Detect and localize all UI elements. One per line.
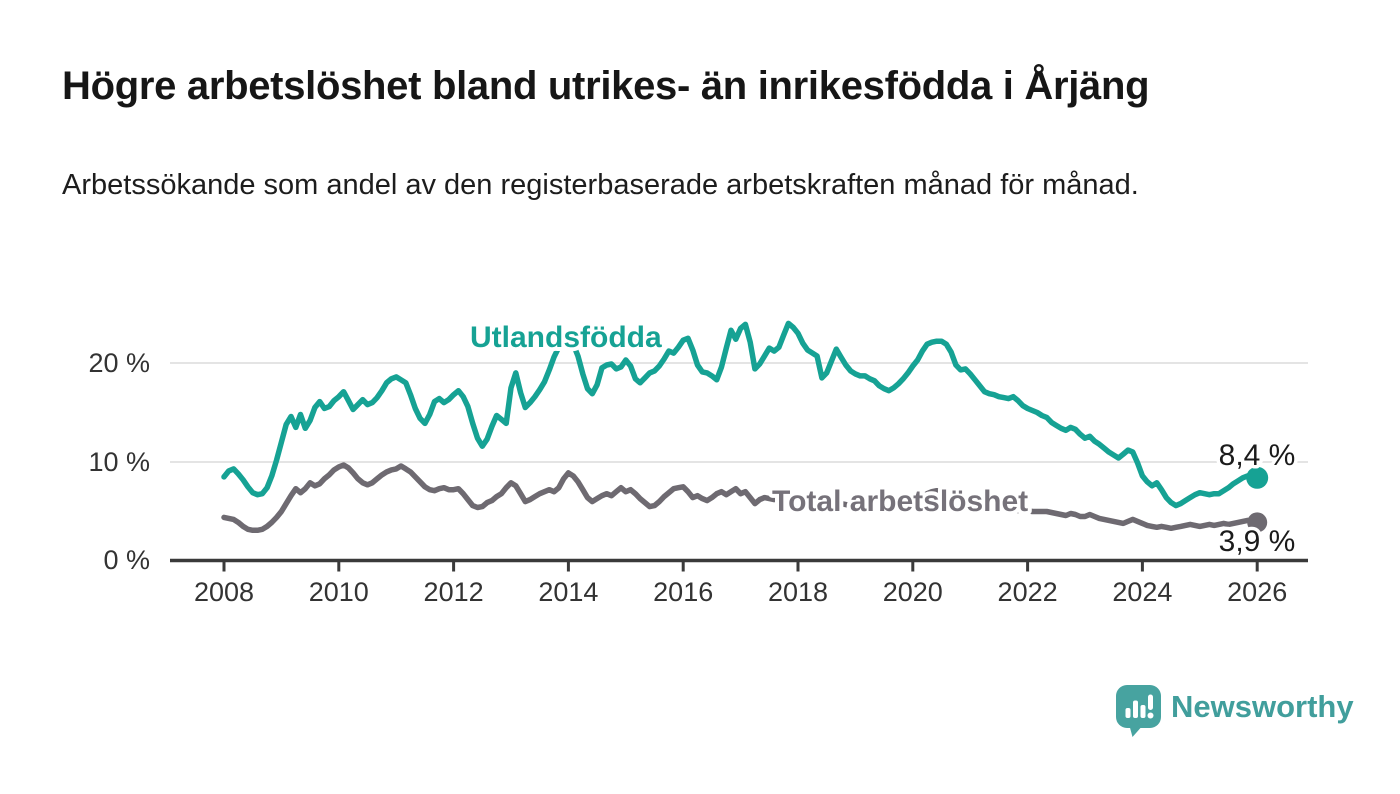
svg-text:20 %: 20 % bbox=[88, 348, 150, 378]
newsworthy-logo-text: Newsworthy bbox=[1171, 689, 1354, 724]
x-axis-labels: 2008 2010 2012 2014 2016 2018 2020 2022 … bbox=[194, 577, 1287, 607]
total-unemployment-line bbox=[221, 462, 1260, 534]
page-title: Högre arbetslöshet bland utrikes- än inr… bbox=[62, 64, 1150, 108]
foreign-born-end-dot bbox=[1246, 466, 1269, 489]
svg-text:2016: 2016 bbox=[653, 577, 713, 607]
total-unemployment-end-dot bbox=[1247, 512, 1268, 533]
x-axis-ticks bbox=[222, 562, 1259, 572]
svg-text:2024: 2024 bbox=[1112, 577, 1172, 607]
svg-text:2008: 2008 bbox=[194, 577, 254, 607]
end-value-label-foreign-born: 8,4 % bbox=[1219, 439, 1296, 472]
svg-text:2022: 2022 bbox=[998, 577, 1058, 607]
y-axis-labels: 0 % 10 % 20 % bbox=[88, 348, 150, 575]
svg-text:2026: 2026 bbox=[1227, 577, 1287, 607]
newsworthy-logo[interactable]: Newsworthy bbox=[1115, 684, 1354, 737]
chart-subtitle: Arbetssökande som andel av den registerb… bbox=[62, 169, 1139, 201]
svg-text:10 %: 10 % bbox=[88, 447, 150, 477]
svg-text:0 %: 0 % bbox=[103, 545, 150, 575]
series-label-total-arbetsloshet: Total arbetslöshet bbox=[772, 485, 1028, 518]
end-value-label-total: 3,9 % bbox=[1219, 525, 1296, 558]
svg-text:2014: 2014 bbox=[538, 577, 598, 607]
svg-text:2010: 2010 bbox=[309, 577, 369, 607]
speech-bubble-bar-chart-icon bbox=[1116, 685, 1161, 737]
svg-text:2012: 2012 bbox=[424, 577, 484, 607]
series-label-utlandsfodda: Utlandsfödda bbox=[470, 321, 662, 354]
svg-text:2020: 2020 bbox=[883, 577, 943, 607]
svg-text:2018: 2018 bbox=[768, 577, 828, 607]
foreign-born-line bbox=[221, 320, 1260, 509]
